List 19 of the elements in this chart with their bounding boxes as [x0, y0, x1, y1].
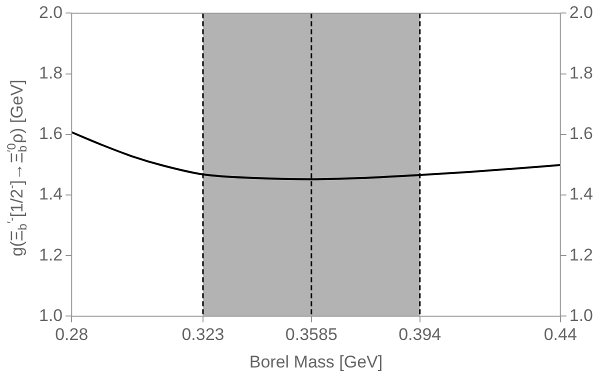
y-tick-label: 1.0 — [38, 306, 63, 325]
y2-tick-label: 1.2 — [569, 245, 594, 264]
y-tick-label: 1.2 — [38, 245, 63, 264]
x-tick-label: 0.3585 — [285, 325, 338, 344]
y2-tick-label: 1.0 — [569, 306, 594, 325]
y2-tick-label: 2.0 — [569, 2, 594, 22]
x-tick-label: 0.28 — [55, 325, 88, 344]
y-tick-label: 1.4 — [38, 184, 63, 204]
text: g(Ξb′-[1/2-]→Ξb′0ρ) [GeV] — [4, 80, 30, 256]
y2-tick-label: 1.4 — [569, 184, 594, 204]
y-tick-label: 2.0 — [38, 2, 63, 22]
y2-tick-label: 1.6 — [569, 124, 594, 144]
x-tick-label: 0.323 — [182, 325, 224, 344]
y-tick-label: 1.6 — [38, 124, 63, 144]
y-tick-label: 1.8 — [38, 63, 63, 82]
x-tick-label: 0.44 — [544, 325, 577, 344]
x-axis-title: Borel Mass [GeV] — [249, 352, 383, 372]
y2-tick-label: 1.8 — [569, 63, 594, 82]
x-tick-label: 0.394 — [398, 325, 442, 344]
